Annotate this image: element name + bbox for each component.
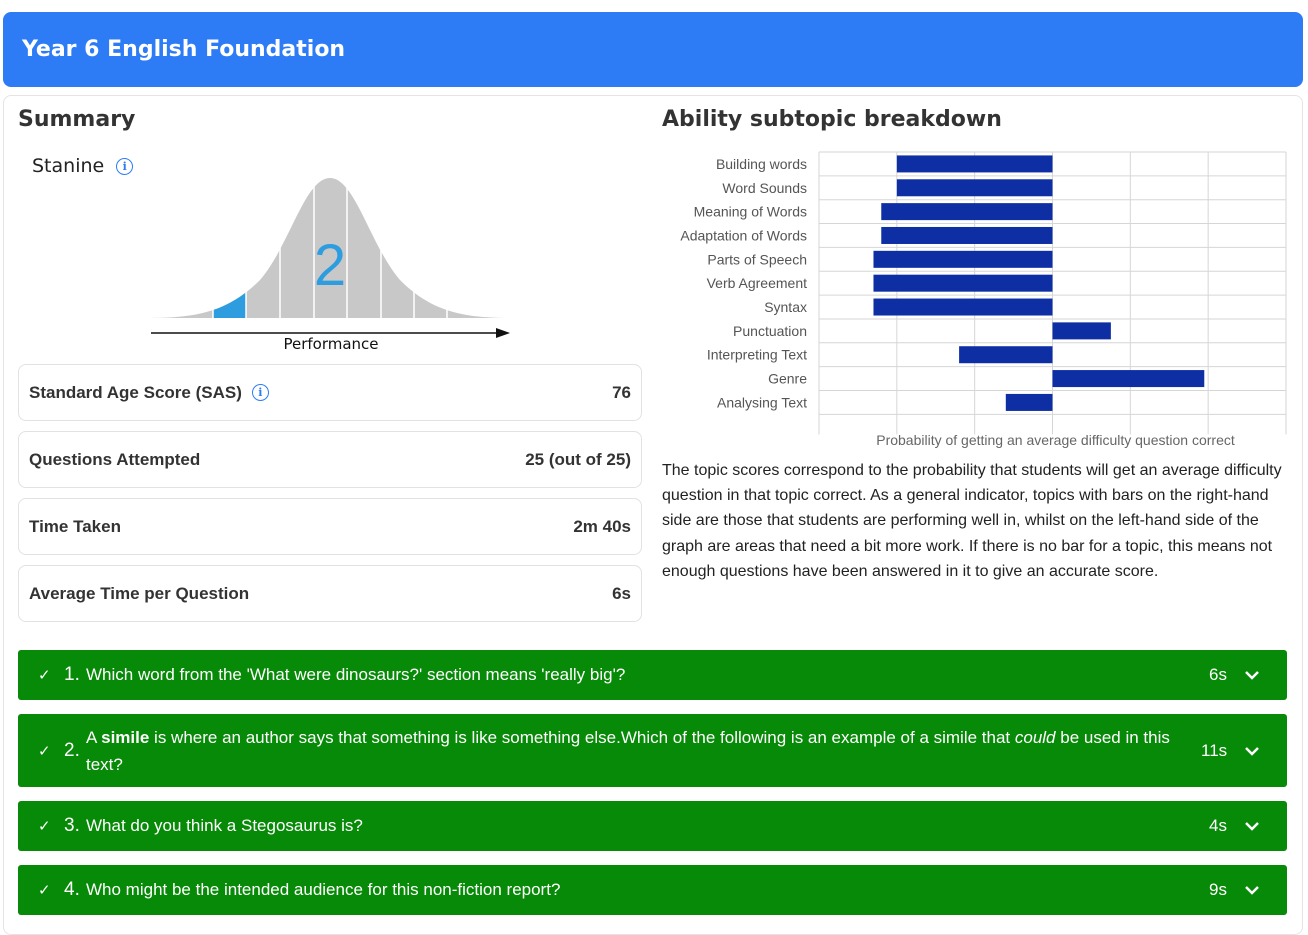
question-text-part: A: [86, 727, 102, 747]
question-text-bold: simile: [101, 727, 150, 747]
stat-card-sas: Standard Age Score (SAS) i 76: [18, 364, 642, 421]
stat-label: Time Taken: [29, 516, 121, 536]
question-time: 9s: [1209, 880, 1227, 899]
question-text: Who might be the intended audience for t…: [86, 880, 561, 899]
chevron-down-icon[interactable]: [1244, 885, 1260, 895]
stat-card-questions-attempted: Questions Attempted 25 (out of 25): [18, 431, 642, 488]
chart-category-label: Word Sounds: [722, 180, 807, 196]
question-time: 11s: [1201, 740, 1228, 760]
info-icon[interactable]: i: [251, 384, 269, 401]
stat-value: 6s: [612, 583, 631, 603]
question-row-3[interactable]: ✓ 3. What do you think a Stegosaurus is?…: [18, 801, 1287, 851]
chart-bar: [1005, 393, 1053, 411]
chart-bar: [896, 155, 1053, 173]
check-icon: ✓: [38, 667, 51, 684]
page-header: Year 6 English Foundation: [3, 12, 1303, 87]
stat-value: 2m 40s: [573, 516, 631, 536]
chart-bar: [896, 179, 1053, 197]
chart-category-label: Verb Agreement: [707, 275, 808, 291]
arrow-head-icon: [496, 328, 510, 338]
chart-bar: [873, 274, 1053, 292]
chevron-down-icon[interactable]: [1244, 670, 1260, 680]
chart-bar: [873, 298, 1053, 316]
question-row-1[interactable]: ✓ 1. Which word from the 'What were dino…: [18, 650, 1287, 700]
chart-bar: [1052, 322, 1111, 340]
chart-category-label: Punctuation: [733, 323, 807, 339]
stanine-dividers: [212, 170, 448, 320]
chart-bar: [881, 226, 1053, 244]
check-icon: ✓: [38, 742, 51, 760]
question-text: Which word from the 'What were dinosaurs…: [86, 665, 626, 684]
chart-bar: [873, 250, 1053, 268]
stanine-bell-curve: 2 Performance: [150, 170, 510, 353]
check-icon: ✓: [38, 882, 51, 899]
stat-card-average-time: Average Time per Question 6s: [18, 565, 642, 622]
chart-category-label: Syntax: [764, 299, 807, 315]
question-time: 4s: [1209, 816, 1227, 835]
subtopic-bar-chart: Building words Word Sounds Meaning of Word…: [680, 151, 1287, 448]
question-number: 3.: [64, 815, 80, 836]
stanine-heading: Stanine i: [32, 155, 134, 177]
chart-bar: [959, 346, 1053, 364]
breakdown-description: The topic scores correspond to the proba…: [662, 462, 1282, 580]
stanine-highlight: [213, 178, 246, 318]
chevron-down-icon[interactable]: [1244, 746, 1260, 756]
stanine-value: 2: [314, 233, 346, 298]
chart-category-label: Parts of Speech: [707, 251, 807, 267]
breakdown-title: Ability subtopic breakdown: [662, 107, 1002, 132]
question-time: 6s: [1209, 665, 1227, 684]
stat-label: Average Time per Question: [29, 583, 250, 603]
question-text: A simile is where an author says that so…: [86, 724, 1201, 778]
chart-category-label: Building words: [716, 156, 807, 172]
stat-card-time-taken: Time Taken 2m 40s: [18, 498, 642, 555]
chart-x-axis-label: Probability of getting an average diffic…: [876, 432, 1235, 448]
stat-value: 25 (out of 25): [525, 449, 631, 469]
question-number: 2.: [64, 739, 80, 761]
question-row-4[interactable]: ✓ 4. Who might be the intended audience …: [18, 865, 1287, 915]
question-row-2[interactable]: ✓ 2. A simile is where an author says th…: [18, 714, 1287, 787]
chart-category-label: Adaptation of Words: [680, 227, 807, 243]
chart-category-label: Genre: [768, 371, 807, 387]
question-text-italic: could: [1014, 727, 1056, 747]
subtopic-chart-container: Building words Word Sounds Meaning of Word…: [662, 145, 1292, 460]
page-title: Year 6 English Foundation: [22, 37, 346, 62]
stat-value: 76: [612, 382, 631, 402]
chevron-down-icon[interactable]: [1244, 821, 1260, 831]
chart-bar: [1052, 370, 1205, 388]
info-icon[interactable]: i: [116, 157, 134, 175]
performance-label: Performance: [283, 335, 378, 353]
question-text: What do you think a Stegosaurus is?: [86, 816, 363, 835]
question-number: 4.: [64, 879, 80, 900]
chart-category-label: Interpreting Text: [707, 347, 807, 363]
summary-title: Summary: [18, 107, 136, 132]
chart-bar: [881, 203, 1053, 221]
chart-category-label: Analysing Text: [717, 394, 807, 410]
stat-label: Standard Age Score (SAS): [29, 382, 242, 402]
stat-label: Questions Attempted: [29, 449, 201, 469]
question-text-part: be used in this text?: [86, 727, 1170, 774]
question-number: 1.: [64, 664, 80, 685]
question-text-part: is where an author says that something i…: [149, 727, 1015, 747]
check-icon: ✓: [38, 818, 51, 835]
chart-category-label: Meaning of Words: [694, 204, 807, 220]
stanine-label: Stanine: [32, 155, 105, 177]
